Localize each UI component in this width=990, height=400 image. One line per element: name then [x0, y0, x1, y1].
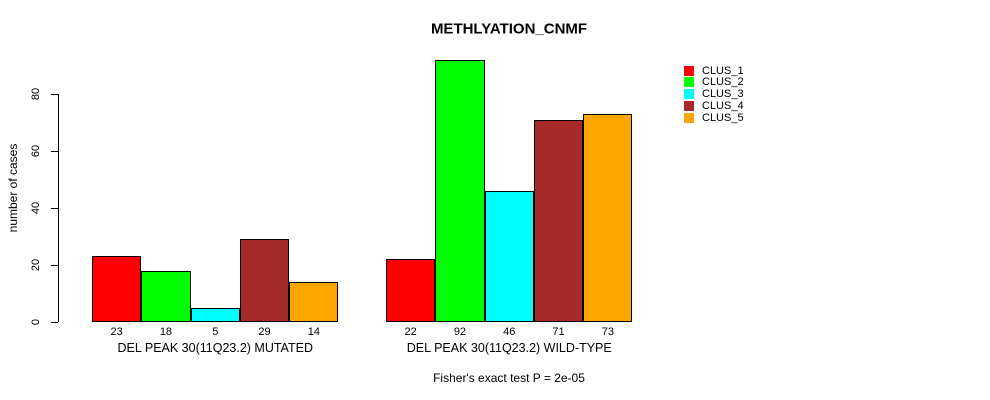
y-tick-label: 80 — [30, 87, 42, 101]
y-tick — [51, 322, 58, 323]
legend-swatch — [684, 100, 694, 111]
y-tick-label: 0 — [30, 318, 42, 326]
legend-swatch — [684, 112, 694, 123]
y-tick — [51, 94, 58, 95]
y-axis — [58, 94, 59, 322]
chart-title: METHLYATION_CNMF — [430, 20, 588, 38]
bar-value-label: 92 — [453, 326, 467, 338]
legend-swatch — [684, 89, 694, 99]
category-label: DEL PEAK 30(11Q23.2) MUTATED — [117, 341, 313, 355]
legend-label: CLUS_4 — [702, 99, 744, 112]
legend-label: CLUS_2 — [702, 76, 744, 89]
bar-value-label: 5 — [212, 326, 219, 338]
y-axis-label: number of cases — [6, 143, 20, 233]
category-label: DEL PEAK 30(11Q23.2) WILD-TYPE — [406, 341, 612, 355]
legend-item: CLUS_3 — [684, 88, 744, 100]
legend-item: CLUS_5 — [684, 111, 744, 124]
y-tick — [51, 151, 58, 152]
bar-clus_2 — [435, 59, 485, 322]
legend-swatch — [684, 77, 694, 88]
legend-item: CLUS_4 — [684, 99, 744, 112]
legend-label: CLUS_3 — [702, 88, 744, 100]
bar-clus_5 — [583, 113, 633, 322]
bar-value-label: 22 — [404, 326, 417, 338]
bar-value-label: 71 — [552, 326, 565, 338]
y-tick — [51, 265, 58, 266]
legend-swatch — [684, 65, 694, 76]
bar-clus_1 — [92, 256, 142, 322]
legend-item: CLUS_1 — [684, 64, 744, 77]
y-tick-label: 20 — [30, 258, 42, 272]
legend-label: CLUS_1 — [702, 64, 744, 77]
bar-clus_3 — [190, 307, 240, 322]
legend-label: CLUS_5 — [702, 111, 744, 124]
fisher-test-annotation: Fisher's exact test P = 2e-05 — [433, 371, 585, 385]
bar-value-label: 18 — [159, 326, 173, 338]
bar-value-label: 46 — [503, 326, 516, 338]
bar-value-label: 14 — [307, 326, 320, 338]
bar-clus_1 — [386, 259, 436, 322]
bar-clus_2 — [141, 270, 191, 322]
bar-value-label: 23 — [110, 326, 123, 338]
bar-clus_5 — [289, 282, 339, 322]
y-tick-label: 60 — [30, 144, 42, 158]
y-tick — [51, 208, 58, 209]
bar-value-label: 29 — [258, 326, 271, 338]
legend-item: CLUS_2 — [684, 76, 744, 89]
bar-clus_4 — [533, 119, 584, 322]
bar-value-label: 73 — [601, 326, 614, 338]
bar-clus_3 — [484, 190, 534, 322]
bar-clus_4 — [239, 239, 290, 322]
y-tick-label: 40 — [30, 201, 42, 215]
